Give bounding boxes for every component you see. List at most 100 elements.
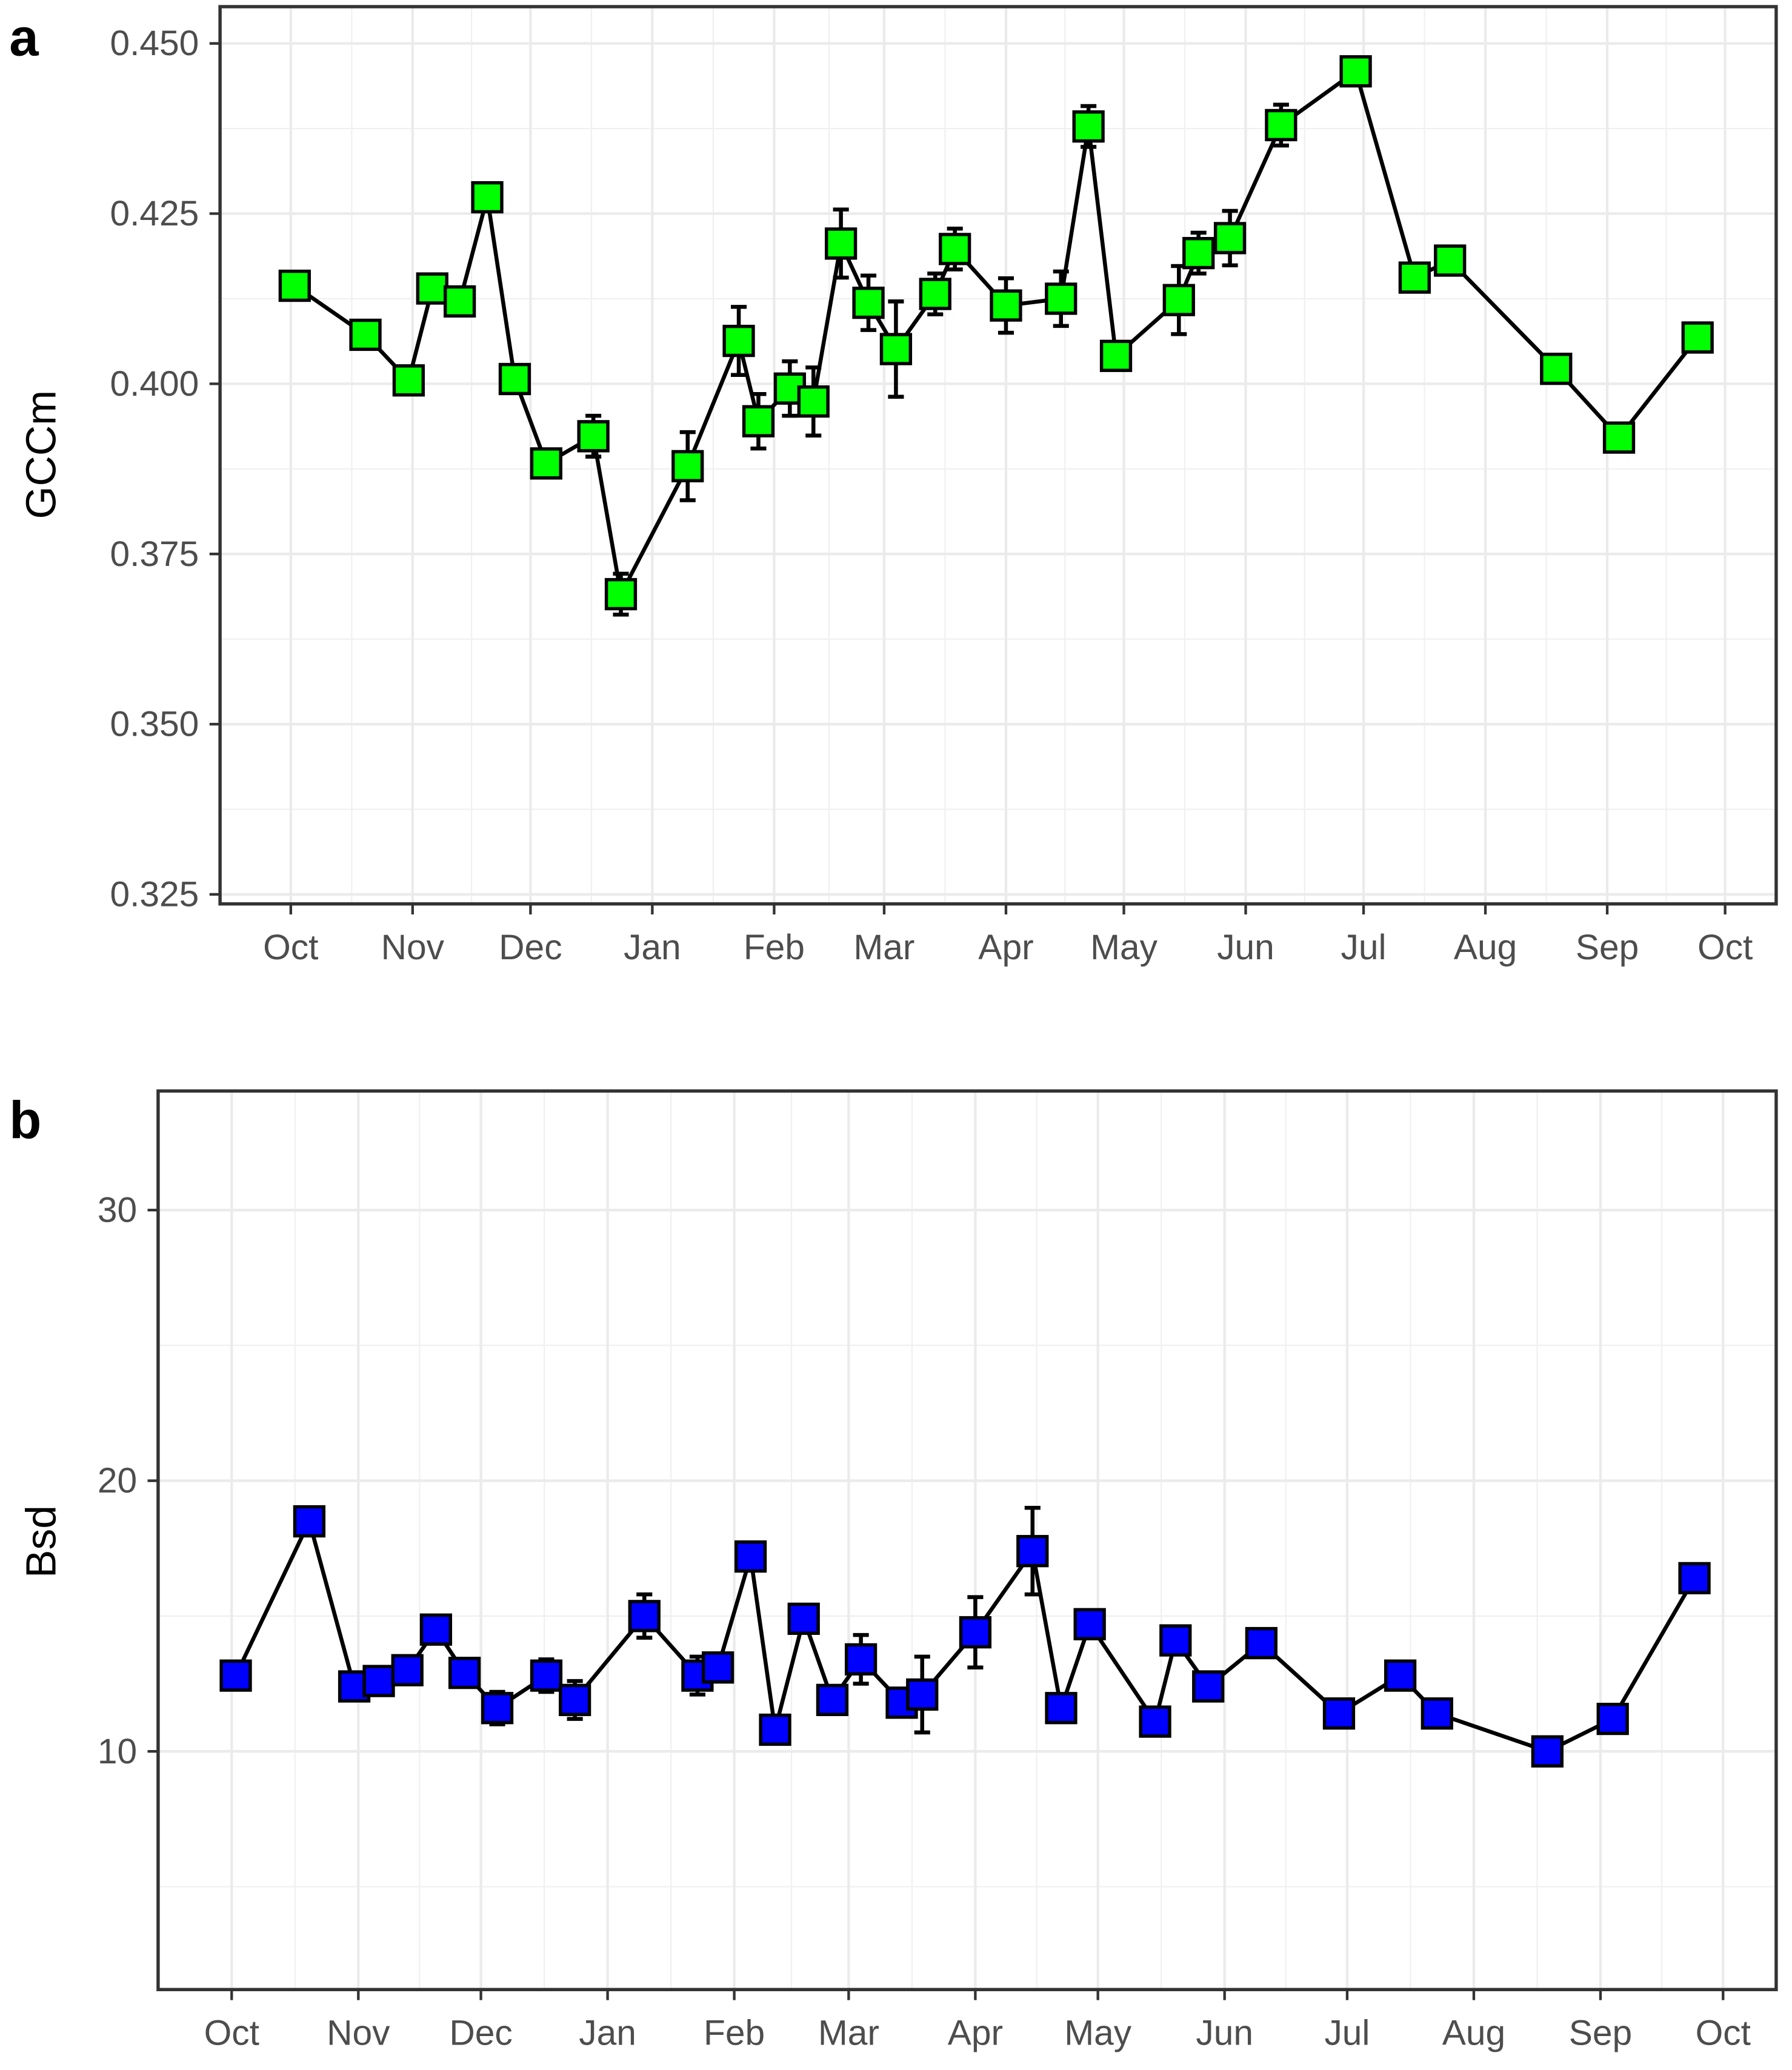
plot-background: [158, 1091, 1776, 1990]
data-point: [879, 333, 913, 365]
data-point: [1434, 244, 1467, 277]
x-tick-label: May: [1090, 928, 1158, 967]
panel-border: [218, 5, 1778, 906]
x-tick-label: Aug: [1442, 2014, 1505, 2053]
data-point: [1531, 1735, 1564, 1768]
x-tick-label: Dec: [449, 2014, 512, 2053]
data-point: [391, 1654, 424, 1686]
y-tick-label: 0.425: [110, 194, 199, 233]
data-point: [1421, 1697, 1453, 1730]
data-point: [448, 1657, 481, 1689]
data-point: [797, 385, 830, 418]
data-point: [844, 1643, 878, 1676]
data-point: [906, 1678, 939, 1711]
data-point: [1045, 282, 1078, 315]
data-point: [1073, 1608, 1106, 1640]
data-point: [530, 1659, 563, 1692]
y-tick-label: 0.450: [110, 24, 199, 63]
x-tick-label: Jun: [1196, 2014, 1253, 2053]
y-tick-label: 0.400: [110, 364, 199, 404]
data-point: [671, 450, 704, 482]
data-point: [1596, 1702, 1629, 1736]
data-point: [742, 405, 775, 438]
data-point: [1192, 1670, 1225, 1703]
data-point: [1384, 1659, 1417, 1692]
data-point: [1602, 421, 1636, 454]
data-point: [219, 1659, 252, 1692]
x-tick-label: Apr: [948, 2014, 1003, 2053]
x-tick-label: May: [1064, 2014, 1132, 2053]
plot-background: [220, 6, 1776, 904]
data-point: [787, 1602, 820, 1635]
data-point: [959, 1616, 992, 1649]
x-tick-label: Oct: [1696, 2014, 1751, 2053]
y-axis-label: GCCm: [17, 390, 64, 519]
x-tick-label: Aug: [1454, 928, 1517, 967]
y-tick-label: 0.375: [110, 534, 199, 574]
y-tick-label: 0.325: [110, 875, 199, 914]
data-point: [1159, 1624, 1192, 1657]
x-tick-label: Feb: [744, 928, 805, 967]
x-tick-label: Apr: [978, 928, 1033, 967]
data-point: [1339, 55, 1372, 88]
data-point: [481, 1692, 514, 1725]
data-point: [1139, 1705, 1171, 1738]
data-point: [1245, 1626, 1277, 1660]
series-line: [234, 1516, 1696, 1754]
panel-b: Oct Nov Dec Jan Feb Mar Apr May Jun Jul Aug Sep Oct 1…: [9, 1089, 1778, 2053]
data-point: [1099, 339, 1133, 372]
x-tick-label: Mar: [818, 2014, 879, 2053]
y-tick-label: 20: [98, 1461, 137, 1500]
data-point: [1398, 261, 1431, 294]
data-point: [990, 289, 1022, 322]
data-point: [278, 269, 311, 302]
x-tick-label: Sep: [1576, 928, 1639, 967]
panel-label: b: [9, 1091, 41, 1150]
data-point: [604, 577, 638, 611]
x-tick-label: Jun: [1217, 928, 1274, 967]
data-point: [939, 233, 971, 265]
data-point: [362, 1665, 395, 1697]
y-tick-label: 30: [98, 1190, 137, 1230]
x-tick-label: Jan: [624, 928, 681, 967]
x-tick-label: Oct: [1697, 928, 1753, 967]
data-point: [1045, 1692, 1078, 1725]
data-point: [293, 1505, 326, 1538]
x-tick-label: Nov: [327, 2014, 390, 2053]
data-point: [530, 447, 562, 480]
x-tick-label: Jul: [1341, 928, 1387, 967]
data-point: [681, 1659, 714, 1692]
y-axis-label: Bsd: [17, 1505, 64, 1578]
x-tick-label: Mar: [853, 928, 914, 967]
data-point: [1162, 284, 1195, 316]
data-point: [416, 272, 448, 305]
data-point: [759, 1713, 791, 1746]
data-point: [824, 227, 858, 260]
data-point: [1072, 110, 1105, 143]
panel-a: Oct Nov Dec Jan Feb Mar Apr May Jun Jul Aug Sep Oct 0…: [9, 5, 1778, 967]
data-point: [816, 1683, 849, 1716]
x-tick-label: Jan: [579, 2014, 636, 2053]
panel-label: a: [9, 8, 39, 67]
x-tick-label: Jul: [1324, 2014, 1370, 2053]
data-point: [1678, 1562, 1711, 1594]
data-point: [919, 278, 951, 310]
data-point: [559, 1683, 591, 1716]
data-point: [1265, 108, 1297, 142]
data-point: [701, 1651, 734, 1684]
data-point: [1182, 237, 1215, 270]
x-tick-label: Feb: [704, 2014, 765, 2053]
data-point: [722, 324, 755, 358]
data-point: [419, 1613, 453, 1646]
data-point: [498, 362, 531, 396]
data-point: [734, 1540, 767, 1573]
data-point: [577, 420, 610, 453]
y-tick-label: 0.350: [110, 705, 199, 744]
y-tick-label: 10: [98, 1732, 137, 1771]
data-point: [471, 181, 504, 214]
x-tick-label: Nov: [381, 928, 445, 967]
data-point: [1322, 1697, 1356, 1730]
panel-border: [156, 1089, 1778, 1991]
data-point: [1681, 321, 1714, 354]
